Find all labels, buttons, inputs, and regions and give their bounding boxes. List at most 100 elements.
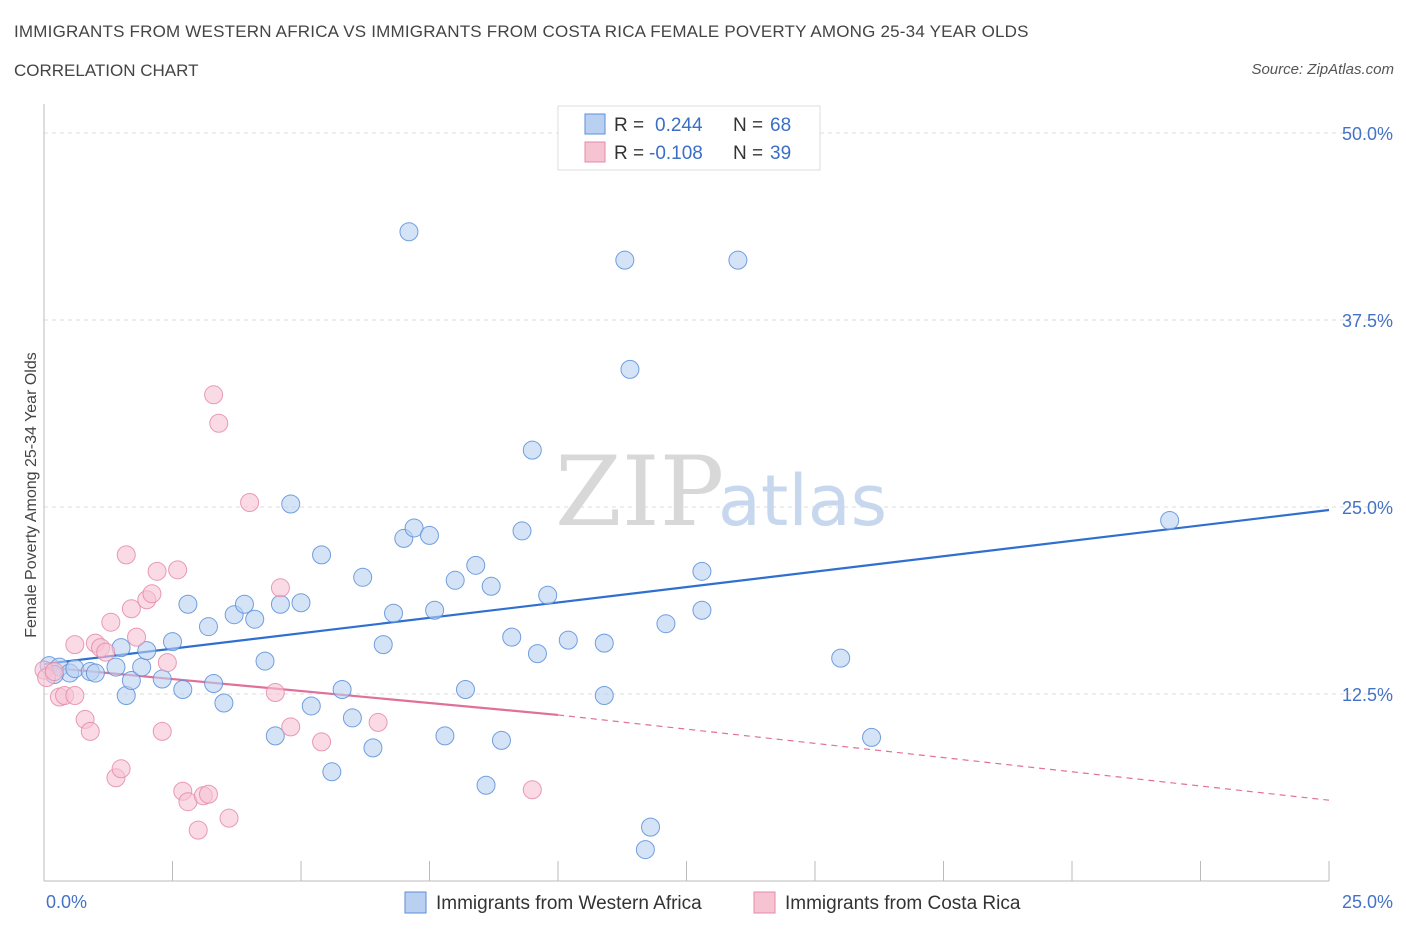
legend-n-label-0: N =	[733, 115, 763, 136]
point-blue-39	[425, 600, 445, 620]
point-blue-5	[85, 663, 105, 683]
point-blue-13	[163, 632, 182, 652]
point-blue-51	[538, 585, 558, 605]
point-blue-20	[234, 594, 254, 614]
point-pink-14	[111, 759, 131, 779]
bottom-legend-swatch-blue	[404, 891, 427, 914]
point-pink-6	[65, 635, 85, 655]
point-blue-31	[342, 708, 362, 728]
point-blue-43	[466, 555, 486, 575]
point-blue-40	[435, 726, 455, 746]
point-blue-21	[245, 609, 265, 629]
point-blue-34	[373, 635, 393, 655]
y-tick-label-3: 50.0%	[1342, 124, 1393, 144]
point-blue-24	[270, 594, 290, 614]
watermark-zip: ZIP	[555, 436, 724, 548]
point-pink-21	[152, 721, 172, 741]
point-blue-66	[1160, 510, 1180, 530]
y-axis-label: Female Poverty Among 25-34 Year Olds	[23, 352, 40, 638]
trend-lines	[43, 508, 1330, 801]
point-blue-52	[558, 630, 578, 650]
point-blue-41	[445, 570, 465, 590]
point-pink-23	[168, 560, 188, 580]
point-pink-5	[65, 685, 85, 705]
y-tick-label-2: 37.5%	[1342, 311, 1393, 331]
point-blue-6	[106, 657, 126, 677]
x-tick-label-1: 25.0%	[1342, 892, 1393, 912]
point-blue-29	[322, 762, 342, 782]
point-blue-26	[291, 593, 311, 613]
point-blue-57	[635, 840, 655, 860]
point-blue-30	[332, 680, 352, 700]
bottom-legend-swatch-pink	[753, 891, 776, 914]
y-tick-label-0: 12.5%	[1342, 685, 1393, 705]
point-blue-61	[692, 561, 712, 581]
point-pink-37	[368, 712, 388, 732]
point-blue-33	[363, 738, 383, 758]
point-blue-22	[255, 651, 275, 671]
point-pink-26	[188, 820, 208, 840]
point-blue-56	[620, 359, 640, 379]
point-blue-10	[132, 657, 152, 677]
chart-subtitle: CORRELATION CHART	[14, 61, 199, 80]
point-pink-11	[96, 642, 116, 662]
point-blue-16	[198, 617, 218, 637]
point-blue-48	[512, 521, 532, 541]
point-blue-12	[152, 669, 172, 689]
legend-r-label-1: R =	[614, 143, 644, 164]
point-blue-11	[137, 641, 157, 661]
point-pink-16	[121, 599, 141, 619]
point-blue-14	[178, 594, 198, 614]
point-pink-33	[265, 683, 285, 703]
point-blue-23	[265, 726, 285, 746]
trend-line-blue	[43, 508, 1330, 666]
legend-swatch-blue	[584, 113, 606, 135]
bottom-legend-label-1: Immigrants from Costa Rica	[785, 893, 1021, 914]
point-pink-15	[116, 545, 136, 565]
point-blue-59	[656, 614, 676, 634]
x-tick-label-0: 0.0%	[46, 892, 87, 912]
point-pink-30	[209, 413, 229, 433]
legend-n-label-1: N =	[733, 143, 763, 164]
bottom-legend-label-0: Immigrants from Western Africa	[436, 893, 702, 914]
point-blue-58	[641, 817, 661, 837]
legend-r-value-0: 0.244	[655, 115, 703, 136]
legend-swatch-pink	[584, 141, 606, 163]
point-blue-35	[384, 603, 404, 623]
point-blue-64	[831, 648, 851, 668]
point-blue-60	[692, 600, 712, 620]
point-blue-55	[615, 250, 635, 270]
point-pink-34	[270, 578, 290, 598]
point-blue-9	[121, 671, 141, 691]
point-blue-38	[420, 525, 439, 545]
point-blue-28	[312, 545, 332, 565]
legend-r-label-0: R =	[614, 115, 644, 136]
point-blue-50	[527, 644, 547, 664]
legend-r-value-1: -0.108	[649, 143, 703, 164]
point-blue-3	[65, 659, 85, 679]
point-blue-32	[353, 567, 373, 587]
point-pink-22	[157, 653, 177, 673]
watermark: ZIP atlas	[555, 436, 887, 548]
axes	[43, 104, 1330, 882]
point-pink-19	[142, 584, 162, 604]
point-blue-65	[862, 727, 882, 747]
y-tick-label-1: 25.0%	[1342, 498, 1393, 518]
legend-n-value-1: 39	[770, 143, 791, 164]
point-pink-36	[312, 732, 332, 752]
point-blue-18	[214, 693, 234, 713]
source-credit: Source: ZipAtlas.com	[1251, 61, 1394, 78]
point-blue-62	[728, 250, 748, 270]
point-blue-54	[594, 633, 614, 653]
point-blue-37	[404, 518, 424, 538]
legend-top: R = 0.244 N = 68 R = -0.108 N = 39	[557, 105, 821, 171]
point-blue-15	[173, 680, 193, 700]
point-pink-38	[522, 780, 542, 800]
point-blue-44	[476, 775, 496, 795]
data-points	[34, 222, 1180, 860]
point-blue-49	[522, 440, 542, 460]
trend-line-extension-pink	[557, 714, 1330, 801]
point-blue-53	[594, 685, 614, 705]
point-blue-63	[399, 222, 419, 242]
